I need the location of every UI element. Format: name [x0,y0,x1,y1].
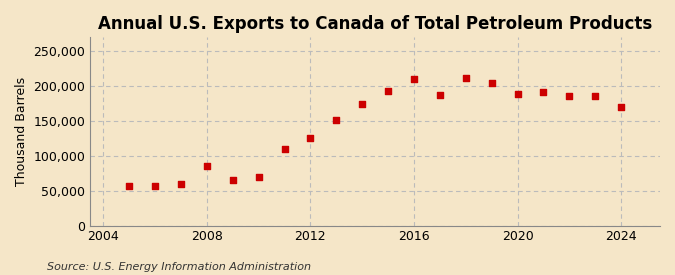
Point [331,117,342,122]
Point [305,136,316,140]
Point [201,164,212,169]
Y-axis label: Thousand Barrels: Thousand Barrels [15,77,28,186]
Point [383,89,394,93]
Point [227,178,238,183]
Point [616,105,626,109]
Point [279,147,290,151]
Title: Annual U.S. Exports to Canada of Total Petroleum Products: Annual U.S. Exports to Canada of Total P… [98,15,652,33]
Point [460,76,471,80]
Point [590,94,601,98]
Point [512,92,523,96]
Text: Source: U.S. Energy Information Administration: Source: U.S. Energy Information Administ… [47,262,311,271]
Point [357,101,368,106]
Point [176,182,186,186]
Point [408,77,419,81]
Point [253,175,264,179]
Point [538,90,549,94]
Point [124,184,134,188]
Point [486,81,497,85]
Point [435,92,446,97]
Point [564,94,575,98]
Point [150,184,161,188]
